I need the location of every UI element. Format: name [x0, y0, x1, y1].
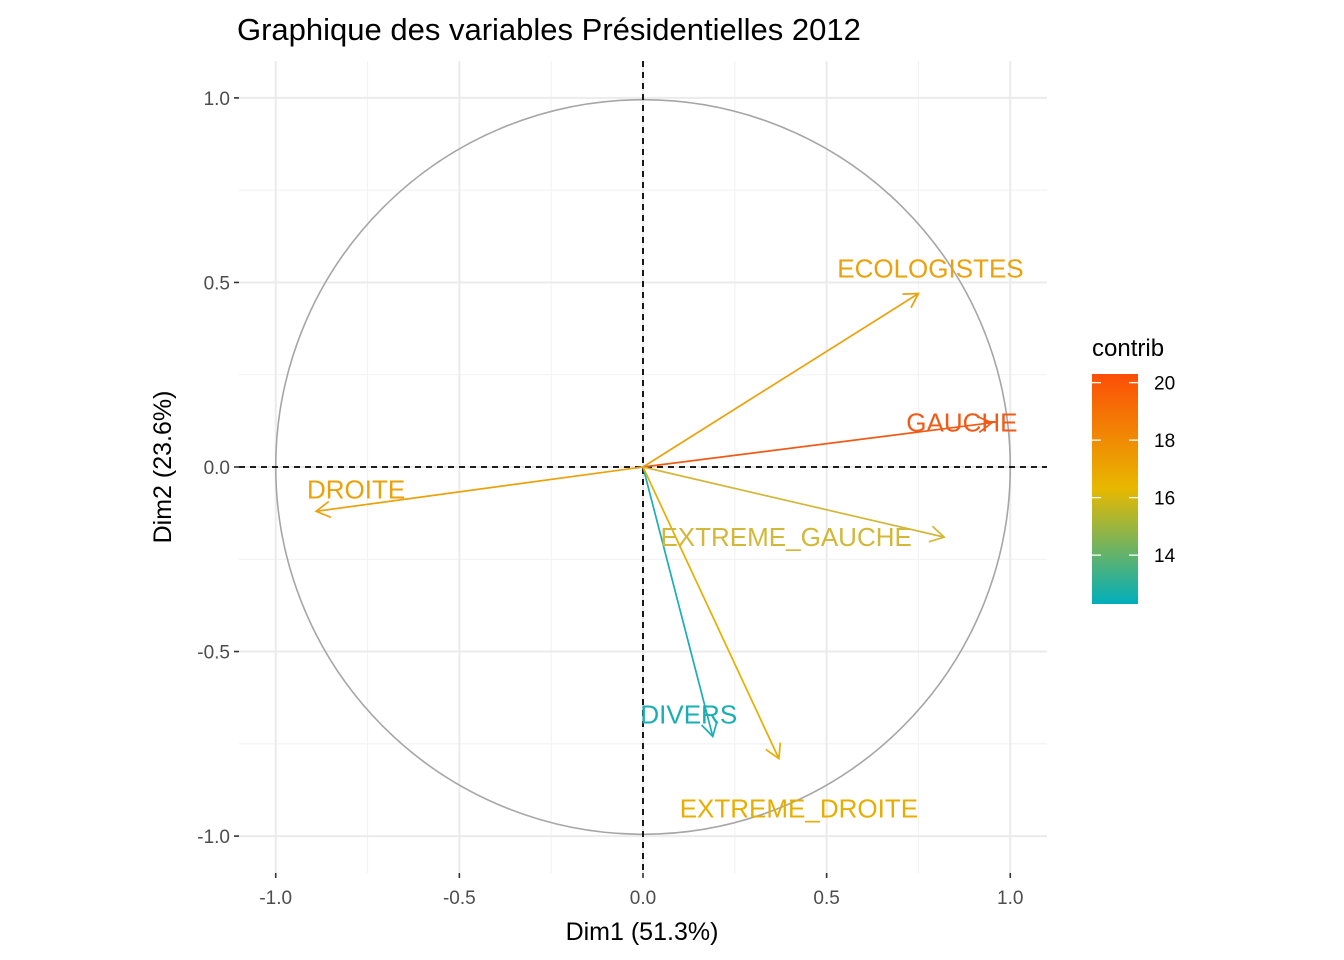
arrow-shaft	[642, 466, 714, 737]
y-tick-label: 1.0	[204, 89, 230, 110]
variable-label: DIVERS	[640, 699, 737, 729]
variable-arrow	[642, 466, 782, 761]
x-axis-title: Dim1 (51.3%)	[566, 918, 719, 946]
arrow-head	[314, 500, 332, 519]
arrow-head	[700, 720, 718, 739]
y-axis-ticks: 1.0 0.5 0.0 -0.5 -1.0	[197, 89, 239, 848]
x-tick-label: -1.0	[259, 888, 292, 909]
variable-arrow	[642, 466, 718, 739]
y-tick-label: -1.0	[197, 827, 230, 848]
variable-label: GAUCHE	[906, 408, 1017, 438]
arrow-head	[902, 292, 920, 309]
arrow-shaft	[642, 466, 780, 759]
y-tick-label: 0.0	[204, 458, 230, 479]
y-axis-title: Dim2 (23.6%)	[149, 391, 177, 544]
variable-arrow	[642, 415, 994, 468]
x-tick-label: 0.5	[813, 888, 839, 909]
legend: contrib 20 18 16 14	[1092, 335, 1176, 604]
variable-labels: ECOLOGISTES GAUCHE DROITE EXTREME_GAUCHE DIV…	[307, 254, 1024, 824]
legend-title: contrib	[1092, 335, 1164, 362]
arrow-shaft	[316, 466, 644, 513]
variable-arrow	[642, 292, 920, 468]
arrow-shaft	[642, 466, 945, 538]
legend-tick-label: 18	[1154, 431, 1175, 452]
y-tick-label: -0.5	[197, 643, 230, 664]
variable-label: EXTREME_DROITE	[680, 794, 918, 824]
x-axis-ticks: -1.0 -0.5 0.0 0.5 1.0	[259, 873, 1023, 909]
x-tick-label: 0.0	[630, 888, 656, 909]
reference-lines	[239, 61, 1047, 873]
legend-tick-label: 14	[1154, 546, 1176, 567]
x-tick-label: -0.5	[443, 888, 476, 909]
arrow-head	[928, 525, 946, 543]
arrow-head	[765, 742, 782, 761]
x-tick-label: 1.0	[997, 888, 1023, 909]
arrow-shaft	[642, 292, 919, 468]
legend-tick-label: 16	[1154, 489, 1175, 510]
legend-colorbar	[1092, 374, 1138, 604]
variable-label: EXTREME_GAUCHE	[660, 522, 911, 552]
arrow-head	[976, 415, 994, 434]
variable-arrows	[314, 292, 994, 761]
variable-arrow	[314, 466, 644, 519]
variable-label: DROITE	[307, 474, 405, 504]
y-tick-label: 0.5	[204, 273, 230, 294]
variable-arrow	[642, 466, 946, 543]
legend-ticks: 20 18 16 14	[1092, 374, 1176, 567]
legend-tick-label: 20	[1154, 374, 1175, 395]
variable-label: ECOLOGISTES	[837, 254, 1023, 284]
arrow-shaft	[642, 421, 993, 468]
chart-title: Graphique des variables Présidentielles …	[237, 12, 861, 47]
